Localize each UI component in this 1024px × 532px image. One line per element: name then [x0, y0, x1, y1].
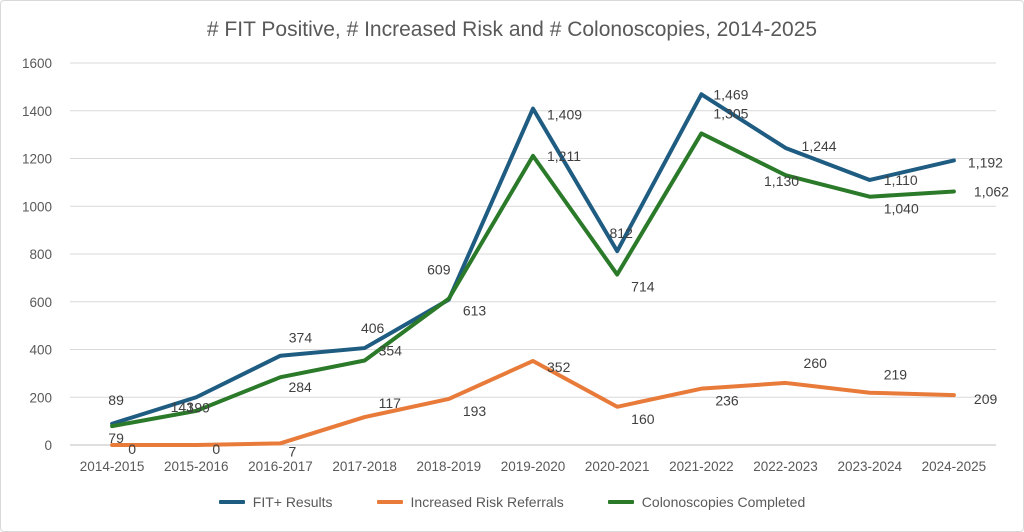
data-label: 209	[974, 391, 998, 407]
series-line-1	[110, 358, 956, 447]
data-label: 812	[610, 225, 634, 241]
y-tick-label: 0	[44, 438, 52, 453]
data-label: 609	[427, 262, 451, 278]
legend-swatch	[607, 500, 634, 504]
data-label: 260	[804, 355, 828, 371]
data-label: 1,130	[764, 173, 799, 189]
data-label: 79	[108, 430, 124, 446]
x-tick-label: 2018-2019	[417, 459, 482, 474]
data-label: 1,409	[547, 107, 582, 123]
legend-item: Increased Risk Referrals	[376, 494, 564, 510]
data-label: 193	[463, 403, 487, 419]
data-label: 1,211	[547, 148, 581, 164]
data-label: 374	[289, 330, 313, 346]
data-label: 284	[288, 379, 312, 395]
data-label: 1,305	[713, 105, 748, 121]
legend-swatch	[218, 500, 245, 504]
data-label: 0	[128, 441, 136, 457]
legend-swatch	[376, 500, 403, 504]
data-label: 1,062	[974, 183, 1009, 199]
data-label: 89	[108, 392, 124, 408]
legend-label: FIT+ Results	[252, 494, 333, 510]
data-label: 1,469	[713, 86, 748, 102]
data-label: 354	[379, 342, 403, 358]
legend-item: Colonoscopies Completed	[607, 494, 806, 510]
data-label: 406	[361, 320, 385, 336]
y-tick-label: 800	[29, 247, 52, 262]
legend-item: FIT+ Results	[218, 494, 333, 510]
data-label: 219	[884, 367, 908, 383]
data-label: 199	[187, 399, 211, 415]
chart-title: # FIT Positive, # Increased Risk and # C…	[206, 18, 818, 41]
x-tick-label: 2022-2023	[753, 459, 818, 474]
legend-label: Increased Risk Referrals	[410, 494, 564, 510]
series-line-2	[110, 131, 956, 429]
data-label: 352	[547, 359, 571, 375]
x-tick-label: 2016-2017	[248, 459, 313, 474]
data-label: 1,244	[802, 138, 837, 154]
data-label: 613	[463, 303, 487, 319]
data-label: 714	[631, 279, 655, 295]
data-label: 7	[288, 443, 296, 459]
y-tick-label: 1400	[22, 104, 52, 119]
data-label: 1,040	[884, 201, 919, 217]
y-tick-label: 1600	[22, 56, 52, 71]
chart-legend: FIT+ Results Increased Risk Referrals Colo…	[0, 494, 1024, 510]
data-label: 160	[631, 411, 655, 427]
x-tick-label: 2015-2016	[164, 459, 229, 474]
y-tick-label: 200	[29, 390, 52, 405]
y-tick-label: 1000	[22, 199, 52, 214]
data-label: 236	[715, 393, 739, 409]
x-tick-label: 2021-2022	[669, 459, 734, 474]
data-label: 117	[379, 395, 402, 411]
y-tick-label: 1200	[22, 152, 52, 167]
y-tick-label: 600	[29, 295, 52, 310]
x-tick-label: 2020-2021	[585, 459, 650, 474]
data-label: 1,110	[884, 172, 918, 188]
x-tick-label: 2023-2024	[837, 459, 902, 474]
data-label: 0	[212, 441, 220, 457]
x-tick-label: 2019-2020	[501, 459, 566, 474]
x-tick-label: 2024-2025	[922, 459, 987, 474]
series-line-0	[110, 92, 956, 426]
data-label: 143	[171, 399, 195, 415]
x-tick-label: 2017-2018	[332, 459, 397, 474]
legend-label: Colonoscopies Completed	[641, 494, 806, 510]
data-label: 1,192	[968, 154, 1003, 170]
y-tick-label: 400	[29, 343, 52, 358]
x-tick-label: 2014-2015	[80, 459, 145, 474]
